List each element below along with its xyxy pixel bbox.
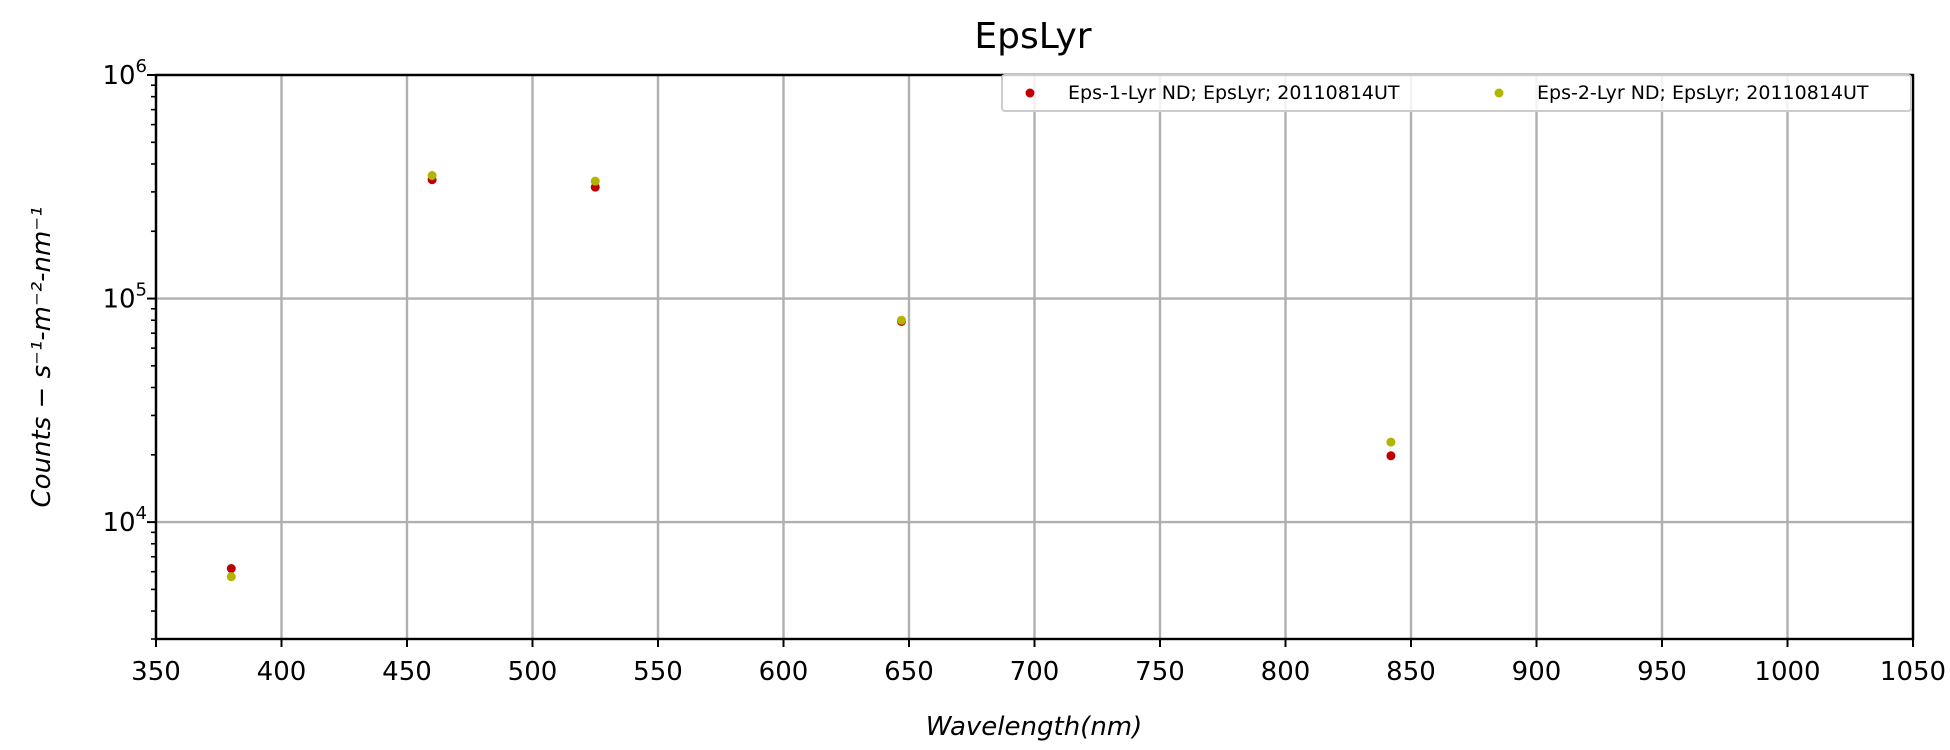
legend: Eps-1-Lyr ND; EpsLyr; 20110814UT Eps-2-L… xyxy=(1001,74,1912,112)
x-axis: 350 400 450 500 550 600 650 700 750 800 850 900 950 1… xyxy=(131,639,1946,687)
x-axis-label: Wavelength(nm) xyxy=(926,712,1143,742)
x-tick-label: 1000 xyxy=(1754,657,1820,687)
x-tick-label: 850 xyxy=(1386,657,1436,687)
y-tick-label: 105 xyxy=(102,280,147,315)
legend-box xyxy=(1001,74,1912,112)
y-tick-label-exponent: 5 xyxy=(136,280,147,301)
data-point-series-2 xyxy=(427,171,437,181)
legend-marker-series-2 xyxy=(1494,88,1504,98)
x-tick-label: 650 xyxy=(884,657,934,687)
data-points xyxy=(226,171,1396,582)
grid xyxy=(154,73,1915,639)
legend-marker-series-1 xyxy=(1025,88,1035,98)
x-tick-label: 950 xyxy=(1637,657,1687,687)
legend-label-series-2: Eps-2-Lyr ND; EpsLyr; 20110814UT xyxy=(1537,82,1869,104)
y-tick-label-base: 10 xyxy=(102,61,135,91)
x-tick-label: 350 xyxy=(131,657,181,687)
data-point-series-1 xyxy=(226,564,236,574)
x-tick-label: 900 xyxy=(1512,657,1562,687)
x-tick-label: 450 xyxy=(382,657,432,687)
x-tick-label: 550 xyxy=(633,657,683,687)
data-point-series-2 xyxy=(1386,437,1396,447)
x-tick-label: 600 xyxy=(759,657,809,687)
y-tick-label-base: 10 xyxy=(102,508,135,538)
y-tick-label: 104 xyxy=(102,503,147,538)
x-tick-label: 750 xyxy=(1135,657,1185,687)
y-axis-label: Counts − s⁻¹-m⁻²-nm⁻¹ xyxy=(27,207,57,508)
x-tick-label: 400 xyxy=(257,657,307,687)
data-point-series-2 xyxy=(226,572,236,582)
chart-title: EpsLyr xyxy=(974,16,1091,57)
x-tick-label: 700 xyxy=(1010,657,1060,687)
data-point-series-2 xyxy=(590,176,600,186)
legend-label-series-1: Eps-1-Lyr ND; EpsLyr; 20110814UT xyxy=(1068,82,1400,104)
y-tick-label-exponent: 6 xyxy=(136,56,147,77)
x-tick-label: 500 xyxy=(508,657,558,687)
y-tick-label: 106 xyxy=(102,56,147,91)
data-point-series-1 xyxy=(1386,451,1396,461)
y-tick-label-exponent: 4 xyxy=(136,503,147,524)
x-tick-label: 800 xyxy=(1261,657,1311,687)
x-tick-label: 1050 xyxy=(1880,657,1946,687)
data-point-series-2 xyxy=(896,315,906,325)
y-tick-label-base: 10 xyxy=(102,285,135,315)
